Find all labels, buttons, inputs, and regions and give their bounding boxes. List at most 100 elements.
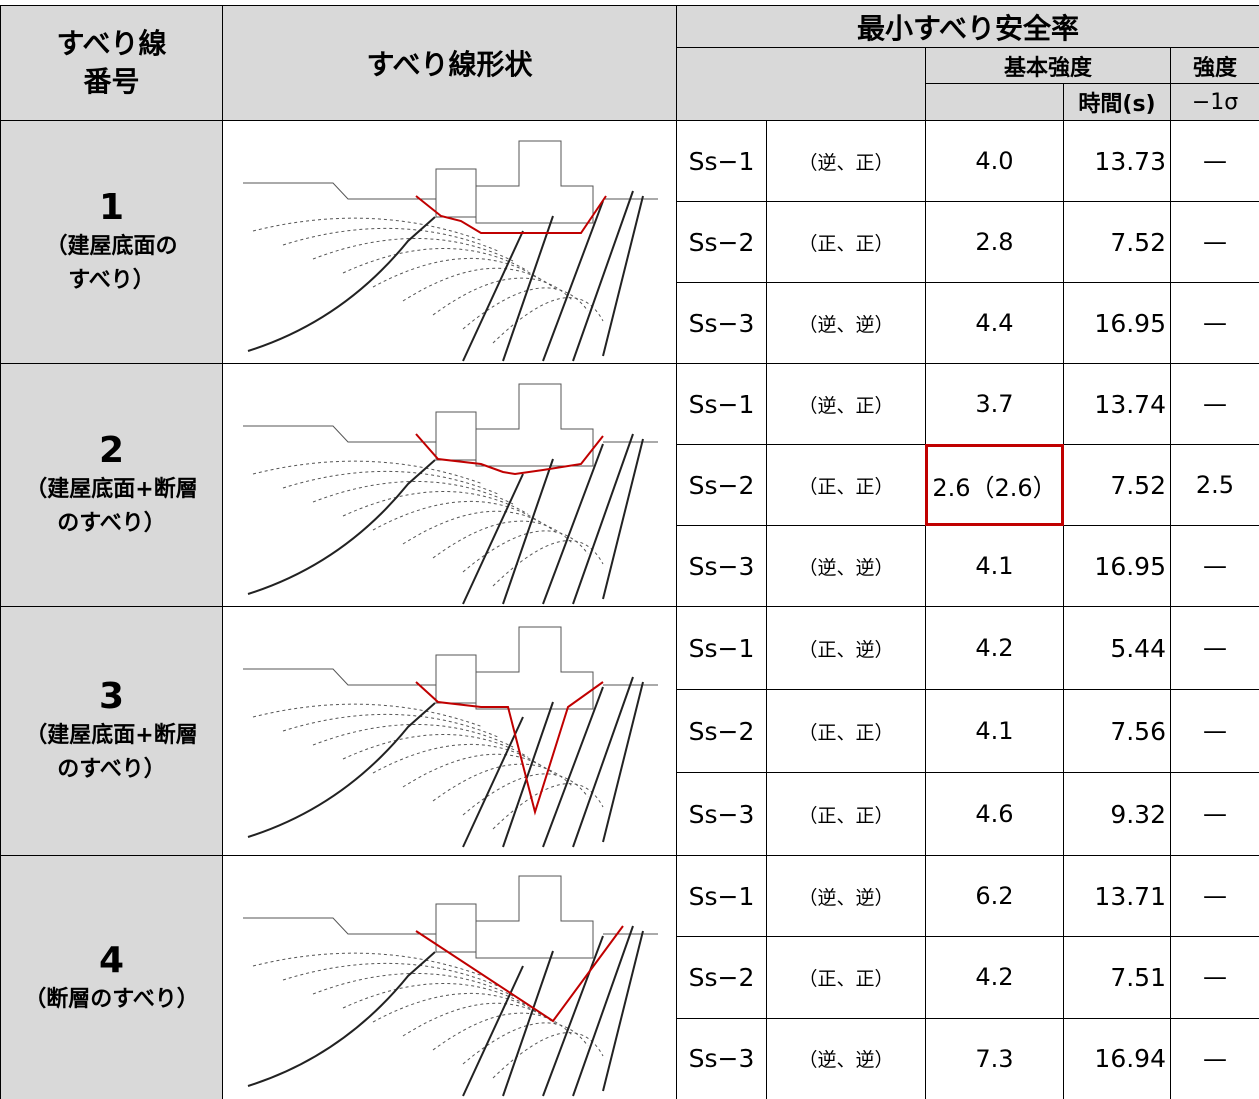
sign-cell: （逆、正）	[766, 363, 926, 445]
fault	[502, 950, 554, 1097]
strength-cell: —	[1170, 1017, 1259, 1099]
group-label: 2 （建屋底面+断層 のすべり）	[0, 363, 223, 607]
factor-cell: 4.4	[925, 282, 1064, 364]
group-label-text: すべり）	[68, 268, 155, 293]
stratum	[282, 227, 499, 252]
header-text: 時間(s)	[1078, 92, 1156, 117]
factor-cell: 4.6	[925, 772, 1064, 856]
time-cell: 16.95	[1063, 282, 1171, 364]
sign: （正、正）	[798, 721, 894, 744]
time: 16.94	[1094, 1044, 1166, 1074]
time: 7.51	[1110, 962, 1166, 992]
time: 9.32	[1110, 799, 1166, 829]
sign: （逆、逆）	[798, 1049, 894, 1072]
stratum	[492, 783, 604, 830]
header-text: −1σ	[1191, 89, 1239, 115]
building	[475, 383, 594, 467]
group-label-text: （断層のすべり）	[24, 986, 199, 1012]
fault	[602, 681, 644, 843]
stratum	[402, 753, 559, 788]
diagram	[243, 626, 658, 848]
wave-cell: Ss−3	[676, 282, 767, 364]
stratum	[372, 258, 544, 288]
stratum	[432, 277, 574, 316]
strength-cell: 2.5	[1170, 444, 1259, 526]
fault	[247, 459, 436, 595]
time: 13.73	[1094, 146, 1166, 176]
building	[435, 654, 477, 704]
time-cell: 7.56	[1063, 689, 1171, 773]
wave: Ss−3	[688, 1044, 755, 1074]
wave-cell: Ss−1	[676, 363, 767, 445]
time-cell: 16.94	[1063, 1017, 1171, 1099]
wave-cell: Ss−3	[676, 1017, 767, 1099]
wave: Ss−1	[688, 633, 755, 663]
fault	[247, 702, 436, 838]
header-time: 時間(s)	[1063, 83, 1171, 121]
sign: （逆、逆）	[798, 886, 894, 909]
header-text: すべり線	[56, 27, 167, 60]
sign: （正、正）	[798, 967, 894, 990]
wave: Ss−3	[688, 799, 755, 829]
factor-cell: 4.0	[925, 120, 1064, 202]
building	[475, 140, 594, 224]
stratum	[312, 238, 514, 262]
factor-cell: 4.1	[925, 525, 1064, 607]
fault	[502, 215, 554, 362]
wave: Ss−1	[688, 146, 755, 176]
strength-cell: —	[1170, 525, 1259, 607]
strength: —	[1203, 717, 1227, 745]
sign-cell: （逆、逆）	[766, 282, 926, 364]
strength-cell: —	[1170, 772, 1259, 856]
sign: （逆、逆）	[798, 313, 894, 336]
stratum	[492, 297, 604, 344]
sign-cell: （正、正）	[766, 201, 926, 283]
header-text: すべり線形状	[366, 48, 533, 81]
fault	[462, 230, 524, 362]
header-main: 最小すべり安全率	[676, 5, 1259, 48]
factor-cell: 4.2	[925, 936, 1064, 1019]
time-cell: 7.52	[1063, 444, 1171, 526]
header-text: 最小すべり安全率	[856, 11, 1080, 45]
building	[475, 875, 594, 959]
wave-cell: Ss−2	[676, 936, 767, 1019]
strength-cell: —	[1170, 689, 1259, 773]
header-basic: 基本強度	[925, 47, 1171, 84]
wave: Ss−3	[688, 551, 755, 581]
fault	[572, 925, 634, 1097]
strength: —	[1203, 390, 1227, 418]
group-label-text: のすべり）	[57, 757, 166, 782]
building	[475, 626, 594, 710]
fault	[602, 930, 644, 1092]
wave: Ss−1	[688, 389, 755, 419]
fault	[462, 473, 524, 605]
sign-cell: （正、正）	[766, 772, 926, 856]
header-text: 強度	[1192, 55, 1237, 81]
group-label-text: のすべり）	[57, 511, 166, 536]
time: 7.56	[1110, 716, 1166, 746]
wave: Ss−2	[688, 716, 755, 746]
group-number: 4	[98, 939, 125, 981]
wave-cell: Ss−3	[676, 525, 767, 607]
stratum	[372, 993, 544, 1023]
group-label-text: （建屋底面の	[45, 234, 178, 259]
sign-cell: （正、正）	[766, 936, 926, 1019]
fault	[542, 200, 604, 362]
fault	[572, 190, 634, 362]
wave: Ss−1	[688, 881, 755, 911]
factor: 4.0	[975, 147, 1014, 175]
sign-cell: （正、正）	[766, 689, 926, 773]
sign: （逆、正）	[798, 394, 894, 417]
stratum	[462, 287, 589, 330]
strength: —	[1203, 800, 1227, 828]
stratum	[402, 1002, 559, 1037]
time: 16.95	[1094, 308, 1166, 338]
stratum	[252, 952, 484, 977]
factor: 4.2	[975, 634, 1014, 662]
stratum	[432, 1012, 574, 1051]
group-label: 4 （断層のすべり）	[0, 855, 223, 1099]
time-cell: 13.74	[1063, 363, 1171, 445]
header-text: 基本強度	[1003, 55, 1092, 81]
sign-cell: （正、逆）	[766, 606, 926, 690]
time-cell: 7.51	[1063, 936, 1171, 1019]
